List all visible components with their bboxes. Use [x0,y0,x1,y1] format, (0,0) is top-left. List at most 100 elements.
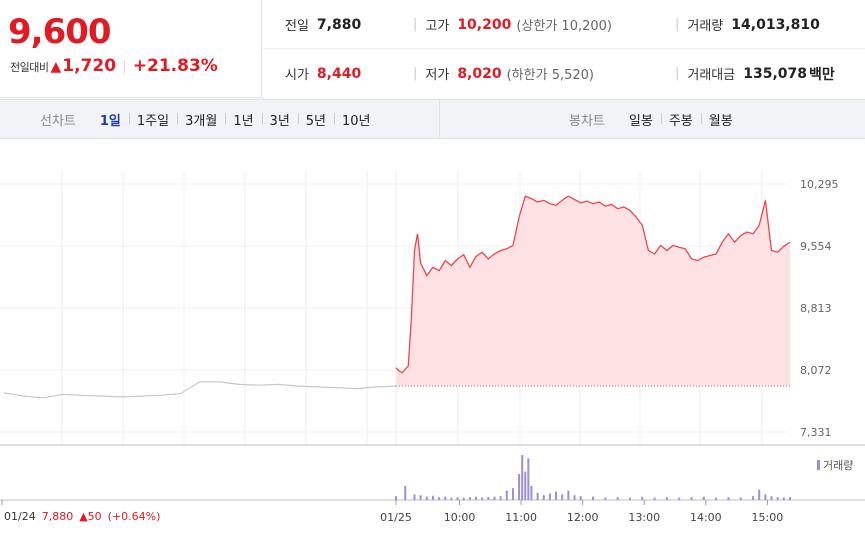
volume-bar-16 [499,496,502,500]
stat-low: | 저가 8,020 (하한가 5,520) [413,49,594,98]
prev-day-change: ▲50 [79,510,102,523]
x-tick-label-0: 01/25 [380,511,412,524]
stat-divider: | [675,66,680,81]
volume-bar-51 [789,497,791,500]
candle-period-tab-1[interactable]: 주봉 [660,110,701,129]
volume-bar-17 [505,490,508,500]
stat-divider: | [413,66,418,81]
series-line-today [395,195,791,374]
volume-bar-31 [579,496,582,500]
stat-open: 시가 8,440 [285,49,361,98]
volume-bar-10 [462,497,465,500]
chart-tabs: 선차트 1일 1주일 3개월 1년 3년 5년 10년 봉차트 일봉 주봉 월봉 [0,99,865,139]
x-tick-label-4: 13:00 [628,511,660,524]
stat-label: 고가 [425,19,450,34]
candle-period-tab-2[interactable]: 월봉 [700,110,741,129]
volume-bar-36 [641,496,644,500]
volume-bar-47 [764,494,767,500]
stat-value: 14,013,810 [731,16,820,33]
series-area-today [396,196,790,387]
line-period-tab-6[interactable]: 10년 [334,110,379,129]
volume-bar-12 [475,496,478,500]
volume-legend-label: 거래량 [823,459,854,472]
volume-bar-48 [770,496,773,500]
volume-bar-41 [702,496,705,500]
line-period-tab-2[interactable]: 3개월 [177,110,225,129]
prev-day-pct: (+0.64%) [107,510,161,523]
prev-day-info: 01/24 7,880 ▲50 (+0.64%) [4,510,160,523]
volume-bar-19 [518,473,521,500]
lower-limit: (하한가 5,520) [506,68,594,83]
volume-bar-20 [521,455,524,500]
volume-bar-25 [542,495,545,500]
up-arrow-icon: ▲ [50,59,62,75]
candle-chart-title: 봉차트 [569,113,605,129]
stat-value: 7,880 [316,16,362,33]
volume-bar-7 [444,496,447,500]
stat-prev-close: 전일 7,880 [285,0,361,49]
volume-bar-42 [715,497,718,500]
x-tick-label-1: 10:00 [444,511,476,524]
stat-value: 10,200 [457,16,512,33]
candle-period-tab-0[interactable]: 일봉 [628,113,653,129]
volume-bar-11 [468,497,471,500]
upper-limit: (상한가 10,200) [516,19,612,34]
price-chart: 10,295 9,554 8,813 8,072 7,331 01/25 10:00 11:0… [0,172,865,524]
volume-bar-27 [555,491,558,500]
volume-bar-37 [653,497,656,500]
volume-swatch [817,460,820,470]
volume-bar-3 [419,495,422,500]
candle-period-list: 일봉 주봉 월봉 [621,110,741,129]
volume-bar-6 [438,497,441,500]
volume-bar-44 [739,497,742,500]
change-value: 1,720 [62,56,117,76]
candle-chart-tabs: 봉차트 일봉 주봉 월봉 [441,100,865,138]
stat-value: 8,020 [457,65,502,82]
line-period-tab-0[interactable]: 1일 [99,113,121,129]
line-period-tab-5[interactable]: 5년 [297,110,334,129]
volume-bar-0 [395,496,397,500]
y-tick-label-4: 7,331 [800,426,832,439]
volume-bar-13 [481,497,484,500]
y-tick-label-2: 8,813 [800,302,832,315]
stats-row-2: 시가 8,440 | 저가 8,020 (하한가 5,520) | 거래대금 1… [263,49,865,98]
volume-bar-28 [561,494,564,500]
volume-bar-39 [678,497,681,500]
line-chart-title: 선차트 [40,113,76,129]
volume-bar-33 [604,497,607,500]
x-tick-label-3: 12:00 [567,511,599,524]
line-period-tab-1[interactable]: 1주일 [128,110,177,129]
stat-label: 저가 [425,68,450,83]
y-tick-label-0: 10,295 [800,178,839,191]
line-period-tab-3[interactable]: 1년 [225,110,261,129]
series-line-prev-day [3,381,397,399]
change-row: 전일대비 ▲ 1,720 | +21.83% [10,56,218,76]
volume-bar-34 [616,497,619,500]
volume-bar-22 [527,458,530,500]
volume-bar-2 [413,494,416,500]
y-tick-label-3: 8,072 [800,364,832,377]
volume-bar-43 [727,497,730,500]
stat-volume: | 거래량 14,013,810 [675,0,820,49]
volume-bar-50 [782,497,785,500]
stat-amount: | 거래대금 135,078 백만 [675,49,835,98]
stat-value: 135,078 [743,65,807,82]
volume-bar-29 [567,490,570,500]
y-tick-label-1: 9,554 [800,240,832,253]
quote-header: 9,600 전일대비 ▲ 1,720 | +21.83% 전일 7,880 | … [0,0,865,98]
stat-label: 시가 [285,68,309,83]
volume-bar-5 [431,495,434,500]
line-period-tab-4[interactable]: 3년 [261,110,298,129]
change-label: 전일대비 [10,61,49,74]
stat-value: 8,440 [316,65,362,82]
quote-stats: 전일 7,880 | 고가 10,200 (상한가 10,200) | 거래량 … [263,0,865,98]
line-chart-tabs: 선차트 1일 1주일 3개월 1년 3년 5년 10년 [0,100,440,138]
current-price: 9,600 [8,12,112,52]
volume-bar-21 [524,471,527,500]
volume-bar-18 [511,488,514,500]
volume-bar-38 [665,497,668,500]
volume-bar-8 [450,497,453,500]
volume-bar-14 [487,497,490,500]
prev-day-close: 7,880 [41,510,74,523]
volume-bar-9 [456,497,459,500]
